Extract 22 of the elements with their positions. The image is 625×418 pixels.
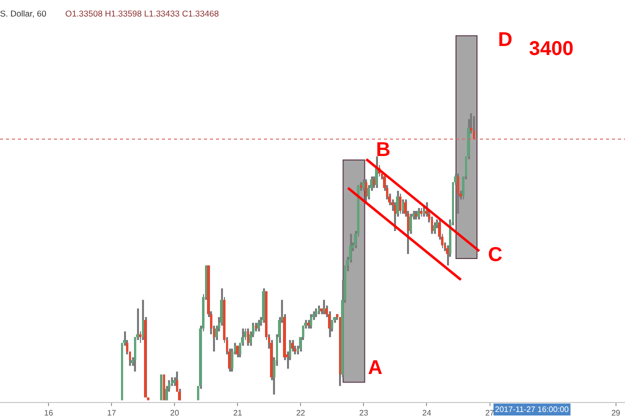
x-tick-label: 27 <box>485 408 495 418</box>
candlestick <box>121 342 124 400</box>
text: D <box>498 29 512 51</box>
annotation: A <box>368 357 382 379</box>
candlestick <box>160 374 162 400</box>
x-tick-label: 21 <box>233 408 243 418</box>
annotation: C <box>488 244 502 266</box>
text: 3400 <box>529 38 574 60</box>
x-tick-label: 24 <box>422 408 432 418</box>
candlestick <box>473 116 475 140</box>
x-tick-label: 22 <box>296 408 306 418</box>
chart-title: S. Dollar, 60 <box>0 8 46 18</box>
x-tick-label: 23 <box>359 408 369 418</box>
x-tick-label: 20 <box>170 408 180 418</box>
text: 2017-11-27 16:00:00 <box>495 405 570 414</box>
x-tick-label: 17 <box>107 408 117 418</box>
candlestick <box>163 374 166 400</box>
annotation: B <box>376 139 390 161</box>
chart-subtitle: O1.33508 H1.33598 L1.33433 C1.33468 <box>65 8 220 18</box>
x-tick-label: 16 <box>44 408 54 418</box>
x-tick-label: 29 <box>611 408 621 418</box>
candlestick <box>147 397 150 400</box>
